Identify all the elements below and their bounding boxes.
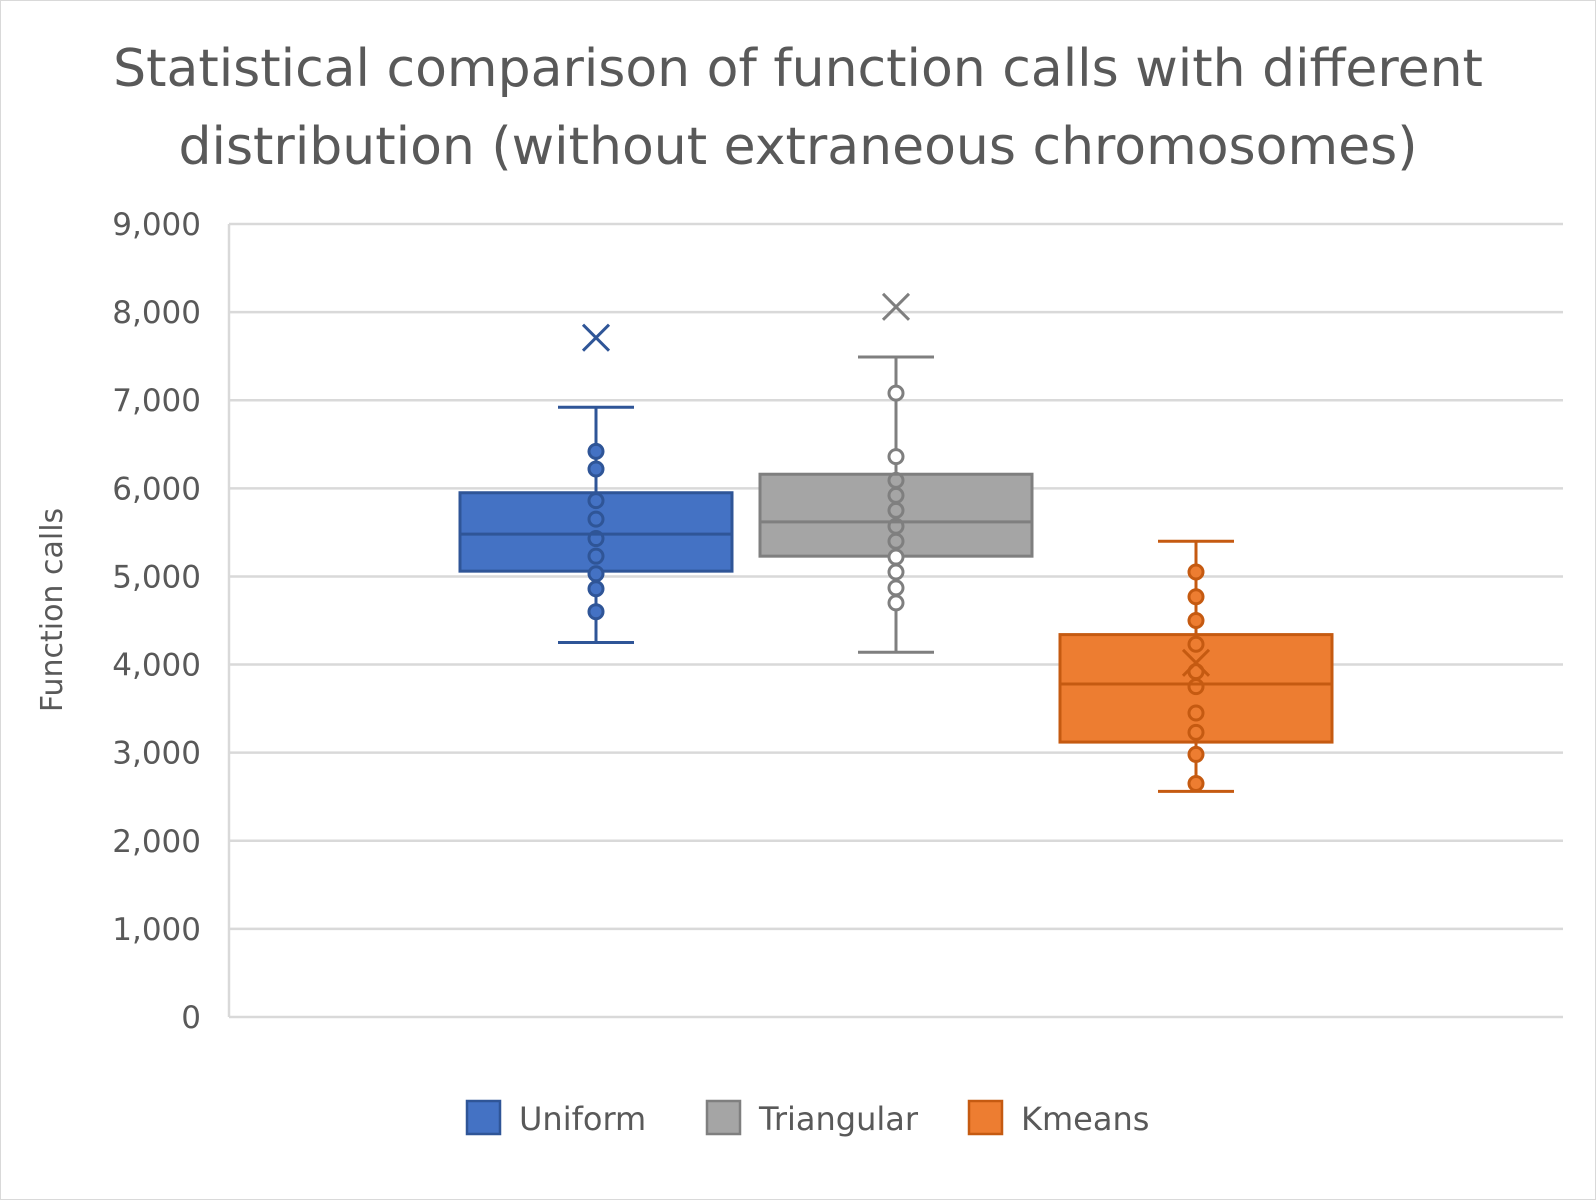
- y-tick-label: 8,000: [112, 295, 201, 331]
- data-point: [587, 603, 605, 621]
- box-series: [458, 292, 1334, 793]
- mean-marker-stroke: [581, 323, 611, 352]
- legend: Uniform Triangular Kmeans: [465, 1099, 1149, 1138]
- mean-marker-stroke: [1181, 648, 1211, 677]
- y-tick-labels: 0 1,000 2,000 3,000 4,000 5,000 6,000 7,000 8,00…: [112, 207, 201, 1036]
- data-point: [587, 547, 605, 565]
- data-point: [887, 384, 905, 402]
- y-axis-label: Function calls: [35, 508, 70, 712]
- data-point: [1187, 745, 1205, 763]
- mean-marker: [1181, 648, 1211, 677]
- data-point: [887, 594, 905, 612]
- legend-swatch: [967, 1099, 1004, 1136]
- legend-item-triangular: Triangular: [705, 1099, 919, 1138]
- data-point: [1187, 563, 1205, 581]
- data-point: [1187, 635, 1205, 653]
- legend-swatch: [705, 1099, 742, 1136]
- y-tick-label: 5,000: [112, 559, 201, 595]
- data-point: [1187, 775, 1205, 793]
- box-uniform: [458, 323, 734, 645]
- data-point: [587, 565, 605, 583]
- legend-label: Uniform: [519, 1100, 646, 1138]
- data-point: [587, 492, 605, 510]
- grid-lines: [227, 222, 1563, 1019]
- box-kmeans: [1058, 539, 1334, 793]
- box-triangular: [758, 292, 1034, 654]
- data-point: [587, 460, 605, 478]
- data-point: [587, 442, 605, 460]
- data-point: [887, 548, 905, 566]
- y-tick-label: 4,000: [112, 648, 201, 684]
- y-tick-label: 3,000: [112, 736, 201, 772]
- y-tick-label: 7,000: [112, 383, 201, 419]
- chart-title: Statistical comparison of function calls…: [113, 39, 1483, 177]
- data-point: [587, 530, 605, 548]
- data-point: [887, 471, 905, 489]
- y-tick-label: 1,000: [112, 912, 201, 948]
- data-point: [1187, 612, 1205, 629]
- data-point: [587, 510, 605, 528]
- mean-marker-stroke: [881, 292, 911, 321]
- legend-item-uniform: Uniform: [465, 1099, 646, 1138]
- data-point: [887, 563, 905, 581]
- data-point: [1187, 723, 1205, 741]
- data-point: [887, 448, 905, 466]
- data-point: [1187, 704, 1205, 722]
- mean-marker: [581, 323, 611, 352]
- mean-marker: [881, 292, 911, 321]
- y-tick-label: 0: [181, 1000, 201, 1036]
- legend-swatch: [465, 1099, 502, 1136]
- legend-item-kmeans: Kmeans: [967, 1099, 1149, 1138]
- data-point: [587, 580, 605, 598]
- y-tick-label: 9,000: [112, 207, 201, 243]
- legend-label: Triangular: [758, 1100, 919, 1138]
- data-point: [1187, 588, 1205, 606]
- data-point: [887, 579, 905, 597]
- y-tick-label: 2,000: [112, 824, 201, 860]
- y-tick-label: 6,000: [112, 471, 201, 507]
- data-point: [887, 517, 905, 535]
- legend-label: Kmeans: [1021, 1100, 1149, 1138]
